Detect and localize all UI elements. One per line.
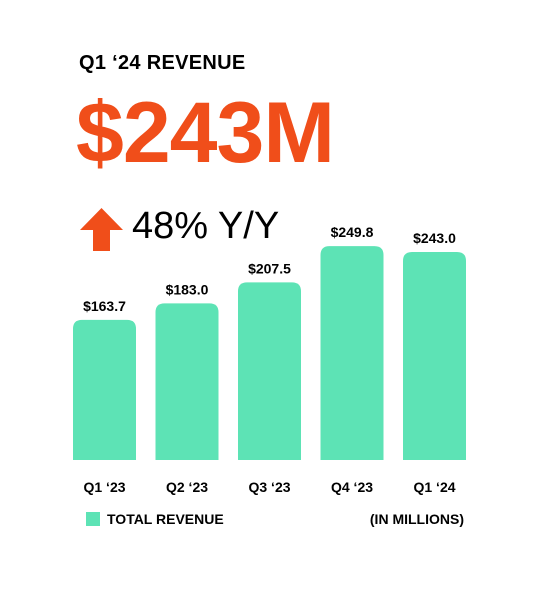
category-tick-label: Q1 ‘23 bbox=[83, 479, 125, 495]
bar bbox=[403, 251, 466, 460]
bar-value-label: $207.5 bbox=[248, 260, 291, 276]
bar-value-label: $163.7 bbox=[83, 298, 126, 314]
bar bbox=[155, 303, 219, 460]
bar-value-label: $243.0 bbox=[413, 230, 456, 246]
category-tick-label: Q1 ‘24 bbox=[413, 479, 455, 495]
bar bbox=[238, 282, 301, 460]
bar-value-label: $183.0 bbox=[166, 281, 209, 297]
bar-value-label: $249.8 bbox=[331, 224, 374, 240]
growth-yoy-text: 48% Y/Y bbox=[132, 205, 280, 247]
bar bbox=[73, 319, 136, 460]
bar bbox=[320, 246, 384, 460]
category-tick-label: Q3 ‘23 bbox=[248, 479, 290, 495]
chart-heading: Q1 ‘24 REVENUE bbox=[79, 52, 246, 74]
legend-label: TOTAL REVENUE bbox=[107, 511, 224, 527]
arrow-up-icon bbox=[80, 208, 123, 251]
units-note: (IN MILLIONS) bbox=[369, 511, 464, 527]
headline-revenue-value: $243M bbox=[76, 85, 335, 181]
legend-swatch bbox=[86, 512, 100, 526]
category-tick-label: Q4 ‘23 bbox=[331, 479, 373, 495]
category-tick-label: Q2 ‘23 bbox=[166, 479, 208, 495]
